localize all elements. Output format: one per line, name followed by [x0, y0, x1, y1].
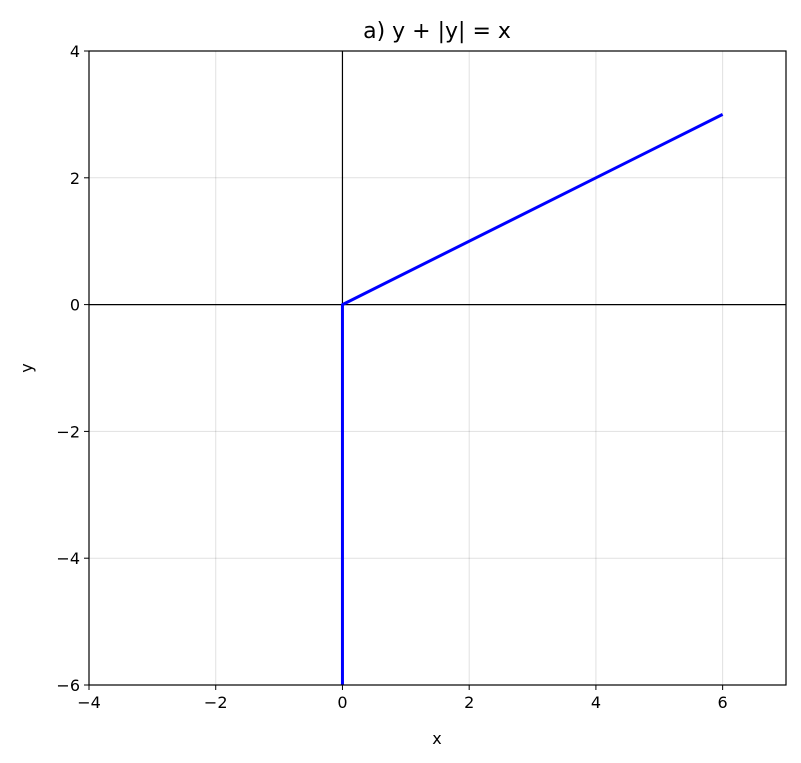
y-tick-label: −6: [56, 676, 80, 695]
x-tick-label: 6: [718, 693, 728, 712]
x-tick-label: 2: [464, 693, 474, 712]
y-tick-label: −4: [56, 549, 80, 568]
zero-axes: [89, 51, 786, 685]
plot-frame: [88, 50, 787, 686]
x-tick-label: 4: [591, 693, 601, 712]
x-ticks: −4 −2 0 2 4 6: [77, 685, 728, 712]
x-tick-label: −2: [204, 693, 228, 712]
y-axis-label: y: [17, 363, 36, 372]
series-group: [340, 113, 724, 685]
y-tick-label: 4: [70, 42, 80, 61]
y-tick-label: 0: [70, 296, 80, 315]
y-tick-label: 2: [70, 169, 80, 188]
grid: [88, 50, 786, 686]
x-tick-label: 0: [337, 693, 347, 712]
x-tick-label: −4: [77, 693, 101, 712]
y-tick-label: −2: [56, 422, 80, 441]
chart-title: a) y + |y| = x: [363, 19, 511, 44]
series-line: [340, 113, 724, 685]
x-axis-label: x: [432, 729, 441, 748]
y-ticks: −6 −4 −2 0 2 4: [56, 42, 89, 695]
